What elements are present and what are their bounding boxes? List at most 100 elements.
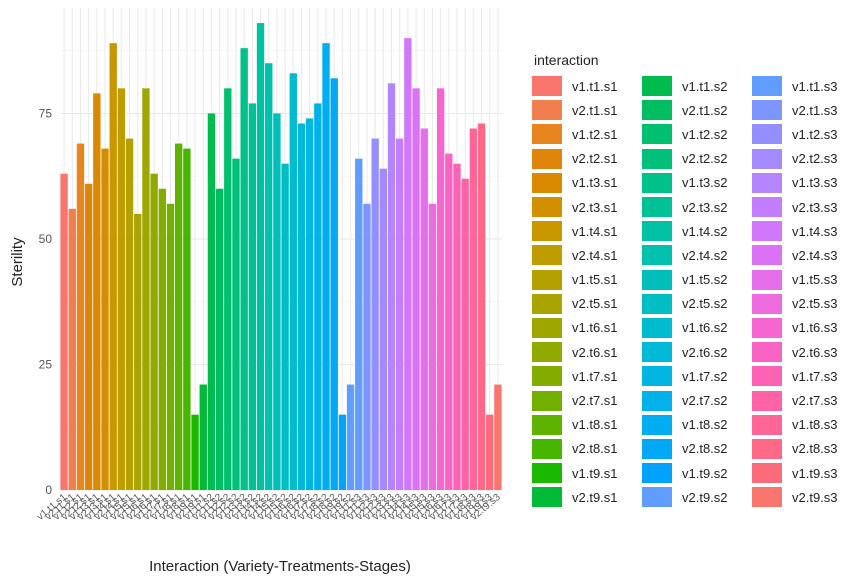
- legend-swatch: [752, 293, 782, 314]
- legend-label: v1.t3.s2: [682, 175, 728, 191]
- bar-v2.t8.s1: [183, 148, 191, 490]
- legend-columns: v1.t1.s1 v2.t1.s1 v1.t2.s1 v2.t2.s1 v1.t3.s1…: [532, 74, 862, 509]
- legend-label: v1.t3.s1: [572, 175, 618, 191]
- legend-item: v2.t7.s2: [642, 388, 752, 412]
- legend-item: v1.t2.s2: [642, 122, 752, 146]
- legend-label: v1.t5.s2: [682, 272, 728, 288]
- bar-v2.t4.s2: [265, 63, 273, 490]
- legend-label: v2.t9.s3: [792, 489, 838, 505]
- y-tick-label: 0: [45, 483, 52, 497]
- legend-label: v2.t9.s2: [682, 489, 728, 505]
- legend-label: v1.t2.s2: [682, 126, 728, 142]
- legend-swatch: [752, 245, 782, 266]
- bar-v2.t9.s1: [199, 384, 207, 490]
- legend-swatch: [752, 100, 782, 121]
- legend-label: v2.t8.s3: [792, 441, 838, 457]
- legend-label: v2.t2.s1: [572, 151, 618, 167]
- bar-v1.t4.s3: [404, 38, 412, 491]
- bar-v1.t3.s3: [387, 83, 396, 490]
- legend-swatch: [642, 148, 672, 169]
- legend-label: v1.t5.s3: [792, 272, 838, 288]
- legend-label: v1.t4.s2: [682, 223, 728, 239]
- bar-v1.t4.s1: [109, 43, 117, 491]
- bar-v1.t8.s2: [322, 43, 330, 491]
- legend-item: v1.t6.s1: [532, 316, 642, 340]
- legend-item: v1.t5.s3: [752, 268, 862, 292]
- bar-v2.t8.s3: [477, 123, 486, 490]
- legend-swatch: [642, 197, 672, 218]
- legend-column: v1.t1.s1 v2.t1.s1 v1.t2.s1 v2.t2.s1 v1.t3.s1…: [532, 74, 642, 509]
- legend-swatch: [532, 390, 562, 411]
- legend-swatch: [752, 269, 782, 290]
- legend-swatch: [752, 342, 782, 363]
- legend-label: v1.t5.s1: [572, 272, 618, 288]
- legend-label: v2.t4.s1: [572, 247, 618, 263]
- legend-swatch: [752, 438, 782, 459]
- legend-item: v2.t8.s3: [752, 437, 862, 461]
- x-axis-title: Interaction (Variety-Treatments-Stages): [149, 558, 411, 575]
- legend-swatch: [752, 390, 782, 411]
- legend-item: v2.t8.s2: [642, 437, 752, 461]
- y-tick-label: 25: [39, 357, 53, 371]
- legend-item: v2.t8.s1: [532, 437, 642, 461]
- legend-item: v1.t8.s1: [532, 413, 642, 437]
- legend-label: v1.t2.s1: [572, 126, 618, 142]
- legend-item: v2.t5.s2: [642, 292, 752, 316]
- bar-v1.t3.s2: [240, 48, 248, 491]
- bar-v1.t6.s2: [289, 73, 297, 491]
- bar-v1.t7.s2: [305, 118, 314, 491]
- legend-swatch: [752, 124, 782, 145]
- legend-swatch: [532, 487, 562, 508]
- legend-item: v2.t1.s2: [642, 98, 752, 122]
- legend-label: v1.t7.s2: [682, 368, 728, 384]
- legend-item: v2.t1.s3: [752, 98, 862, 122]
- legend-item: v2.t3.s3: [752, 195, 862, 219]
- legend-item: v1.t7.s2: [642, 364, 752, 388]
- legend-swatch: [532, 221, 562, 242]
- bar-v2.t8.s2: [330, 78, 338, 490]
- legend-item: v1.t2.s1: [532, 122, 642, 146]
- legend-swatch: [532, 100, 562, 121]
- bar-v1.t5.s1: [125, 138, 134, 491]
- legend-label: v2.t1.s3: [792, 102, 838, 118]
- legend-swatch: [642, 342, 672, 363]
- legend-item: v1.t7.s3: [752, 364, 862, 388]
- legend-label: v2.t7.s3: [792, 393, 838, 409]
- legend-item: v1.t6.s3: [752, 316, 862, 340]
- legend-label: v1.t9.s3: [792, 465, 838, 481]
- legend-item: v1.t9.s2: [642, 461, 752, 485]
- legend-label: v2.t1.s2: [682, 102, 728, 118]
- bar-v2.t4.s3: [412, 88, 420, 490]
- legend-item: v1.t8.s3: [752, 413, 862, 437]
- legend-swatch: [642, 124, 672, 145]
- bar-v1.t1.s2: [207, 113, 216, 490]
- legend-item: v1.t9.s3: [752, 461, 862, 485]
- legend-swatch: [752, 463, 782, 484]
- legend-label: v2.t9.s1: [572, 489, 618, 505]
- legend-item: v1.t1.s2: [642, 74, 752, 98]
- legend-label: v1.t7.s3: [792, 368, 838, 384]
- legend-swatch: [532, 197, 562, 218]
- legend-item: v2.t9.s2: [642, 485, 752, 509]
- legend-label: v2.t3.s1: [572, 199, 618, 215]
- legend-swatch: [642, 390, 672, 411]
- bar-v1.t6.s3: [436, 88, 445, 490]
- legend-label: v1.t1.s2: [682, 78, 728, 94]
- legend-label: v2.t6.s2: [682, 344, 728, 360]
- legend-item: v1.t4.s2: [642, 219, 752, 243]
- legend-label: v2.t8.s1: [572, 441, 618, 457]
- legend-label: v2.t7.s1: [572, 393, 618, 409]
- legend-column: v1.t1.s3 v2.t1.s3 v1.t2.s3 v2.t2.s3 v1.t3.s3…: [752, 74, 862, 509]
- legend-label: v1.t3.s3: [792, 175, 838, 191]
- legend-item: v1.t4.s1: [532, 219, 642, 243]
- legend-item: v2.t6.s1: [532, 340, 642, 364]
- legend-item: v1.t3.s3: [752, 171, 862, 195]
- legend-item: v2.t3.s1: [532, 195, 642, 219]
- legend-swatch: [532, 438, 562, 459]
- legend-label: v1.t6.s1: [572, 320, 618, 336]
- bar-v2.t3.s2: [248, 103, 257, 491]
- legend-label: v2.t6.s3: [792, 344, 838, 360]
- legend-label: v1.t9.s2: [682, 465, 728, 481]
- legend-label: v2.t8.s2: [682, 441, 728, 457]
- bar-v1.t8.s3: [469, 128, 478, 490]
